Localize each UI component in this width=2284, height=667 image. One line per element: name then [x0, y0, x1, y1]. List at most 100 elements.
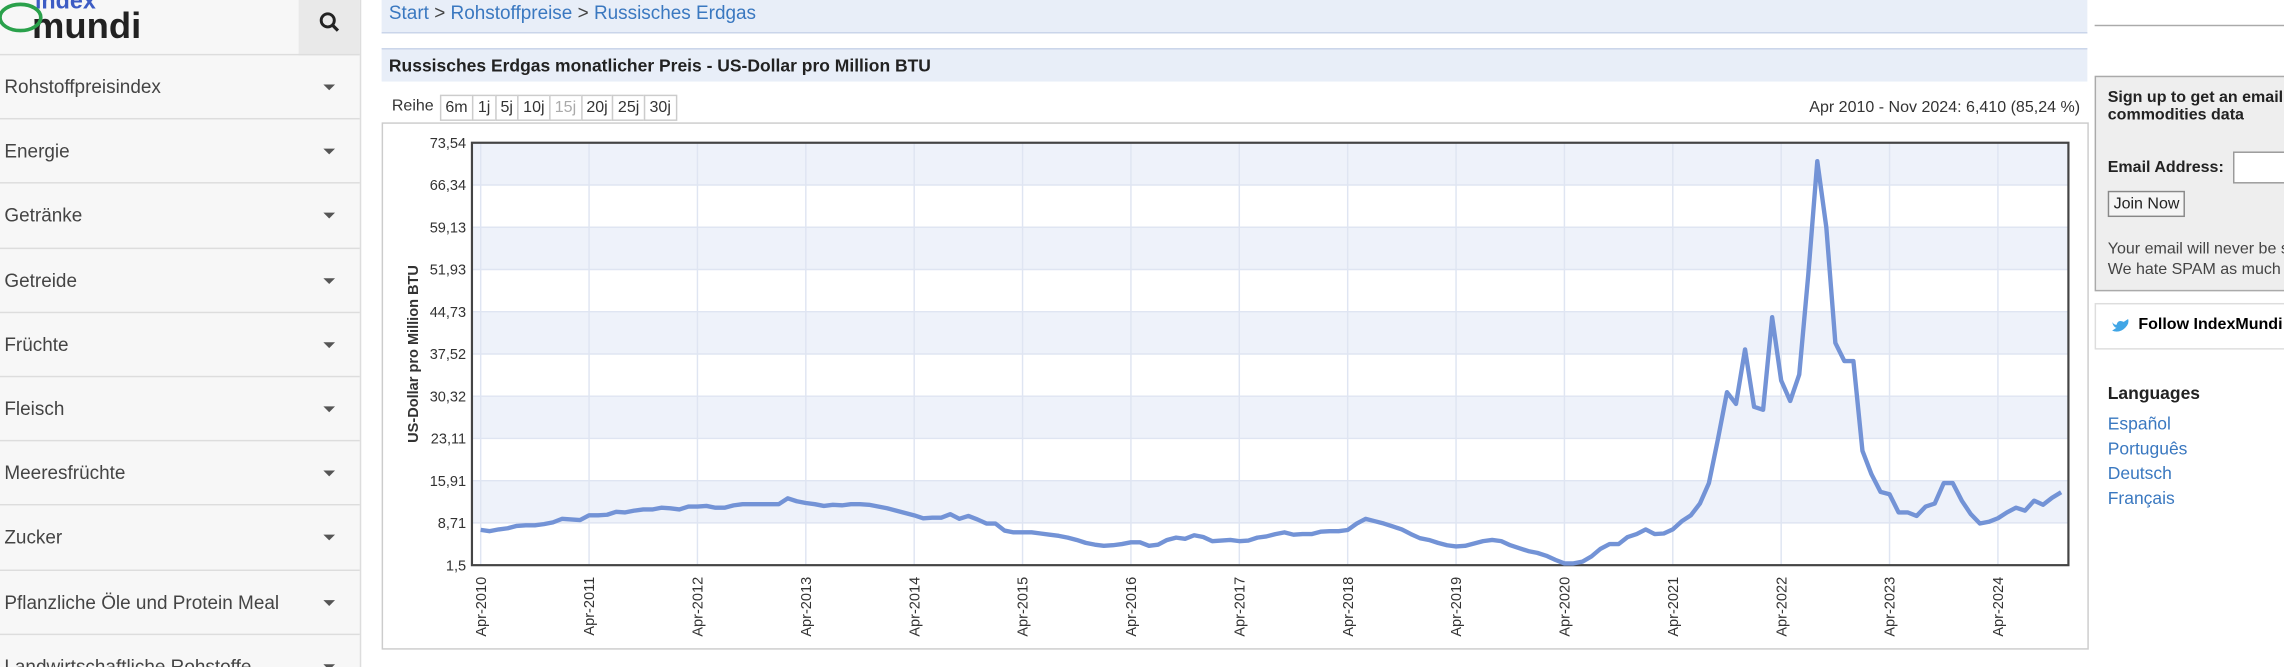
language-link[interactable]: Português	[2107, 438, 2188, 459]
sidebar: index mundi Rohstoffpreisindex Energie Get…	[0, 0, 362, 667]
search-icon	[319, 12, 340, 32]
logo[interactable]: index mundi	[0, 0, 142, 47]
y-tick-label: 1,5	[446, 558, 466, 574]
range-button[interactable]: 10j	[517, 94, 551, 121]
signup-box: Sign up to get an email commodities data …	[2094, 75, 2284, 292]
menu-item[interactable]: Getränke	[0, 182, 360, 247]
join-button[interactable]: Join Now	[2107, 190, 2186, 218]
menu-label: Rohstoffpreisindex	[4, 75, 161, 98]
x-tick-label: Apr-2023	[1883, 577, 1899, 637]
grid-band	[471, 480, 2069, 523]
menu-caret	[323, 535, 336, 541]
y-axis-label: US-Dollar pro Million BTU	[406, 265, 422, 443]
menu-label: Früchte	[4, 333, 69, 356]
x-tick-label: Apr-2016	[1124, 577, 1140, 637]
menu-caret	[323, 148, 336, 155]
x-tick-label: Apr-2011	[582, 577, 598, 636]
range-button[interactable]: 30j	[643, 94, 677, 121]
y-tick-label: 66,34	[430, 178, 466, 194]
range-button[interactable]: 5j	[494, 94, 519, 121]
chart: 1,5 8,71 15,91 23,11 30,32 37,52 44,73 51,93 59,…	[406, 136, 2070, 637]
menu-item[interactable]: Getreide	[0, 247, 360, 311]
text: We hate SPAM as much y	[2107, 260, 2284, 279]
x-tick-label: Apr-2024	[1991, 577, 2007, 637]
x-tick-label: Apr-2019	[1449, 577, 1465, 637]
divider	[2094, 24, 2284, 27]
language-link[interactable]: Français	[2107, 487, 2175, 509]
menu-label: Fleisch	[4, 397, 65, 420]
languages: Languages Español Português Deutsch Françai…	[2108, 383, 2200, 511]
y-tick-label: 37,52	[430, 347, 466, 363]
grid-band	[471, 142, 2069, 185]
signup-note: Your email will never be s We hate SPAM a…	[2108, 239, 2284, 280]
language-link[interactable]: Deutsch	[2107, 463, 2172, 484]
range-button[interactable]: 15j	[548, 94, 582, 121]
language-link[interactable]: Español	[2107, 413, 2171, 435]
x-tick-label: Apr-2017	[1232, 577, 1248, 637]
menu-item[interactable]: Meeresfrüchte	[0, 440, 360, 504]
logo-swoosh	[0, 2, 43, 33]
x-tick-label: Apr-2022	[1774, 577, 1790, 637]
menu-caret	[323, 342, 336, 348]
y-tick-label: 59,13	[430, 220, 466, 236]
y-tick-label: 30,32	[430, 389, 466, 405]
text: Sign up to get an email	[2107, 88, 2284, 107]
breadcrumb-link[interactable]: Russisches Erdgas	[593, 1, 757, 24]
menu-label: Landwirtschaftliche Rohstoffe	[4, 655, 252, 667]
email-label: Email Address:	[2107, 158, 2224, 177]
x-tick-label: Apr-2014	[907, 577, 923, 637]
menu-label: Energie	[4, 140, 70, 162]
text: commodities data	[2107, 106, 2244, 124]
range-button[interactable]: 6m	[439, 94, 474, 121]
menu-item[interactable]: Fleisch	[0, 375, 360, 440]
x-tick-label: Apr-2018	[1341, 577, 1357, 637]
plot-border	[470, 141, 2070, 567]
y-tick-label: 73,54	[430, 136, 466, 152]
x-tick-label: Apr-2012	[691, 577, 707, 637]
x-tick-label: Apr-2015	[1016, 577, 1032, 637]
x-tick-label: Apr-2020	[1558, 577, 1574, 637]
menu-caret	[323, 663, 336, 667]
chart-title: Russisches Erdgas monatlicher Preis - US…	[381, 48, 2088, 82]
y-tick-label: 23,11	[431, 432, 466, 448]
logo-line: index	[34, 0, 96, 15]
y-tick-label: 51,93	[430, 263, 466, 279]
grid-band	[471, 396, 2069, 439]
grid-band	[471, 227, 2069, 270]
range-button[interactable]: 1j	[471, 94, 497, 121]
menu-label: Getreide	[4, 268, 78, 291]
menu-caret	[323, 406, 336, 413]
menu-caret	[323, 213, 336, 220]
menu-item[interactable]: Rohstoffpreisindex	[0, 53, 360, 118]
menu-label: Pflanzliche Öle und Protein Meal	[4, 590, 280, 613]
breadcrumb: Start > Rohstoffpreise > Russisches Erdg…	[381, 0, 2088, 34]
menu-item[interactable]: Energie	[0, 118, 360, 182]
range-button[interactable]: 20j	[580, 94, 614, 121]
menu-caret	[323, 277, 336, 284]
menu-label: Meeresfrüchte	[4, 462, 126, 484]
menu-item[interactable]: Landwirtschaftliche Rohstoffe	[0, 633, 360, 667]
range-button[interactable]: 25j	[612, 94, 646, 121]
menu-item[interactable]: Pflanzliche Öle und Protein Meal	[0, 568, 360, 633]
x-tick-label: Apr-2021	[1666, 577, 1682, 637]
menu-label: Zucker	[4, 526, 63, 549]
range-label: Reihe	[387, 94, 441, 121]
y-tick-label: 8,71	[438, 516, 466, 532]
logo-line: mundi	[32, 5, 142, 47]
breadcrumb-link[interactable]: Rohstoffpreise	[450, 1, 573, 24]
menu-item[interactable]: Zucker	[0, 504, 360, 569]
breadcrumb-link[interactable]: Start	[388, 1, 429, 24]
price-line	[480, 158, 2063, 566]
twitter-icon	[2112, 319, 2129, 332]
follow-link[interactable]: Follow IndexMundi o	[2094, 302, 2284, 350]
menu-item[interactable]: Früchte	[0, 311, 360, 375]
languages-title: Languages	[2107, 383, 2201, 404]
x-tick-label: Apr-2010	[474, 577, 490, 637]
email-input[interactable]	[2233, 151, 2284, 184]
search-button[interactable]	[298, 0, 360, 56]
follow-text: Follow IndexMundi o	[2138, 316, 2284, 334]
y-tick-label: 15,91	[430, 474, 466, 490]
chart-frame: 1,5 8,71 15,91 23,11 30,32 37,52 44,73 51,93 59,…	[381, 122, 2089, 650]
